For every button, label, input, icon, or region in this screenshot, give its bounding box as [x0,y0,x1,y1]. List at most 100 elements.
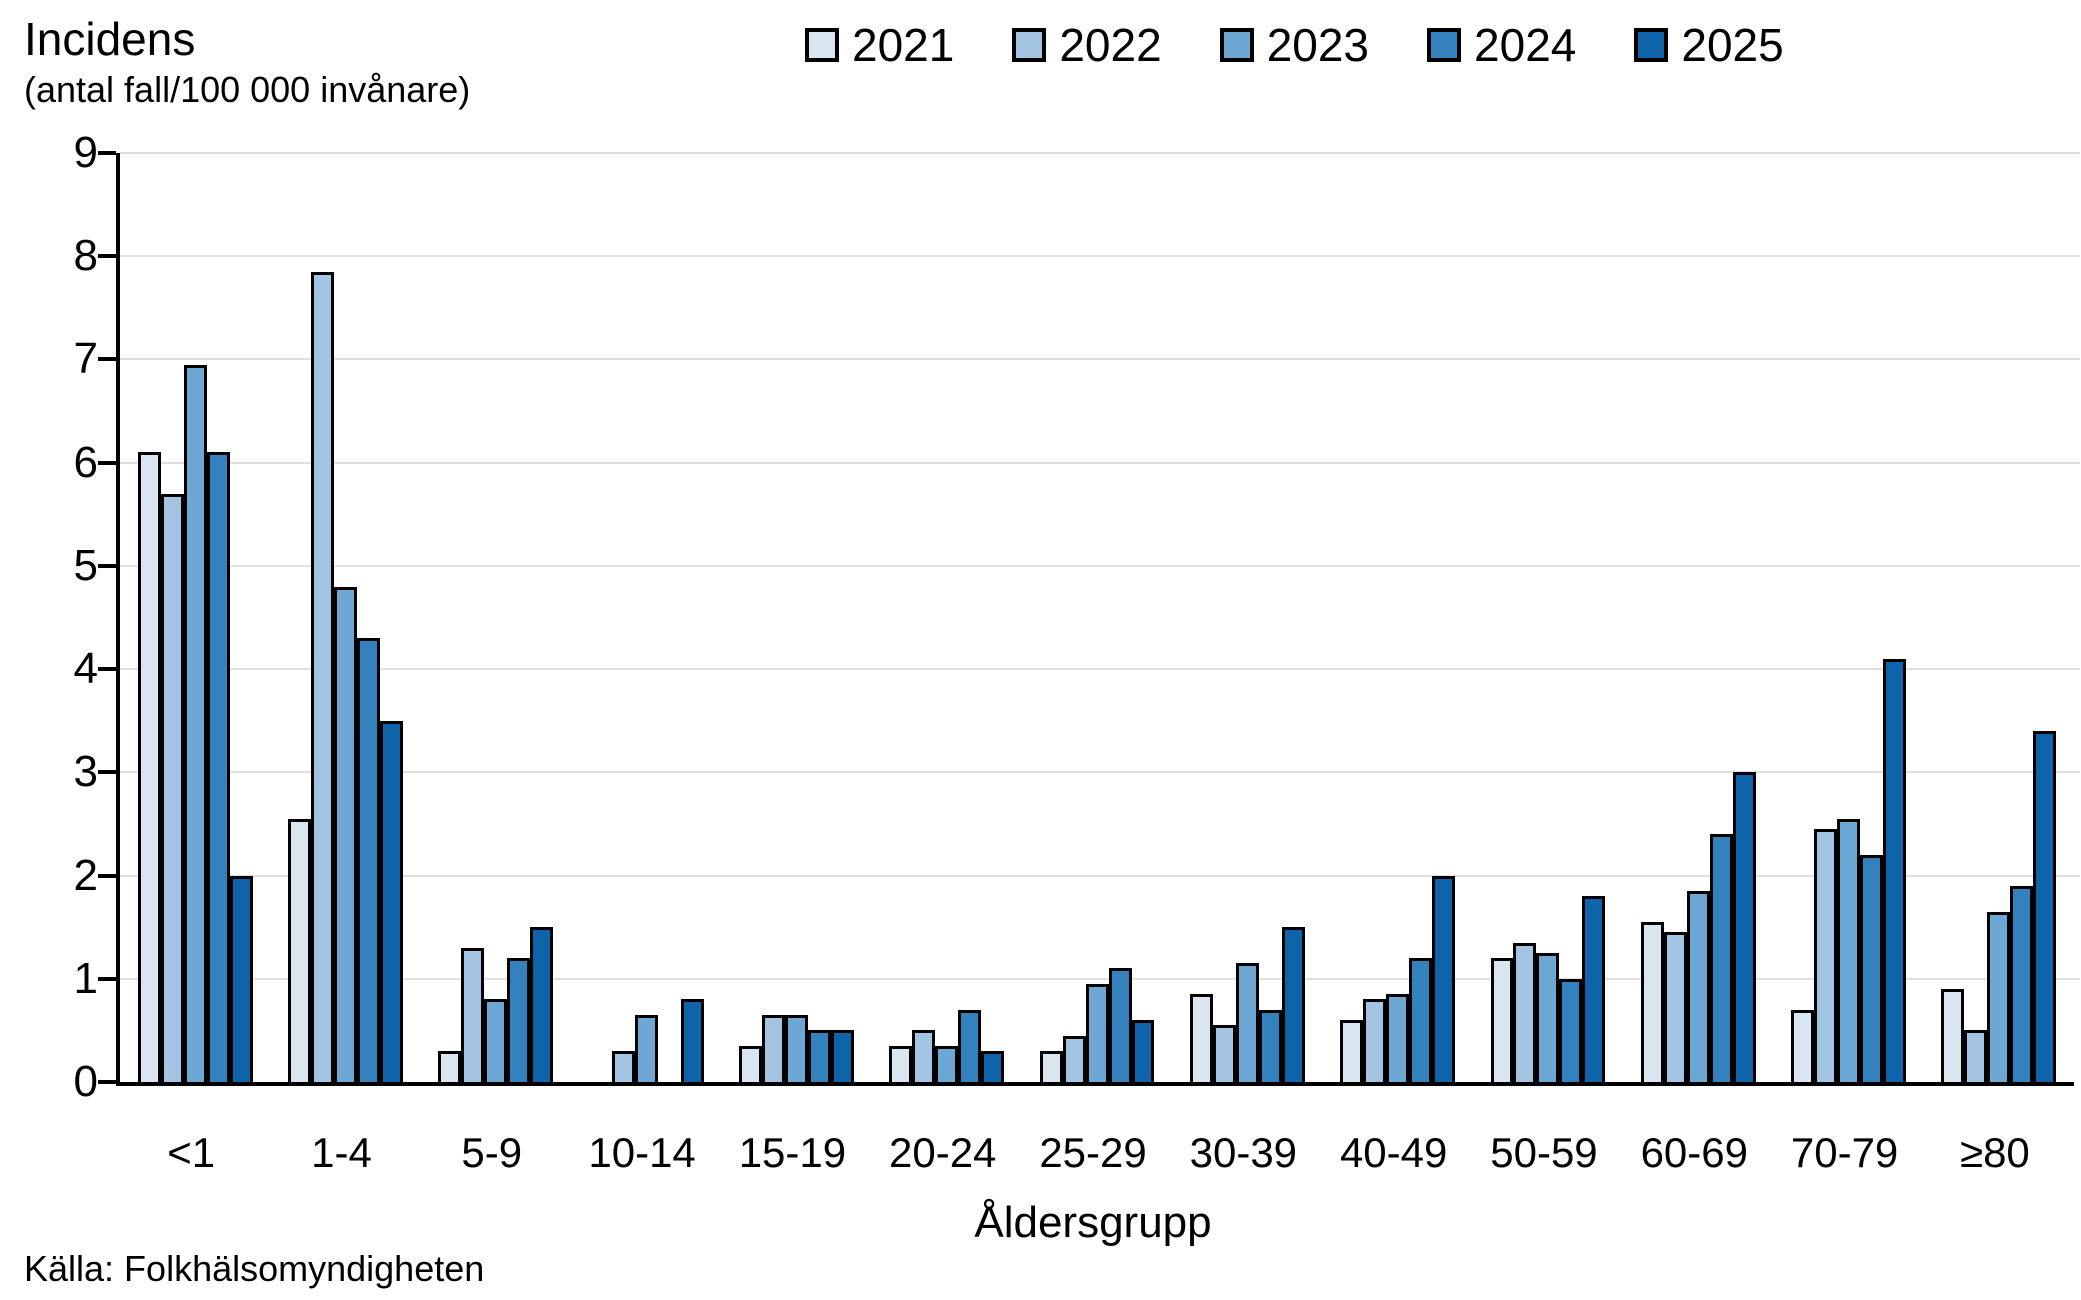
legend-item-2022: 2022 [1012,19,1162,71]
bar-30-39-2025 [1281,927,1305,1082]
bar-≥80-2022 [1964,1030,1988,1082]
bar-≥80-2021 [1941,989,1965,1082]
x-axis-label-40-49: 40-49 [1339,1129,1448,1176]
y-axis-tick-4 [98,667,116,672]
x-axis-tick-labels: <1 1-4 5-9 10-14 15-19 20-24 25-29 30-39 40-49 50… [116,1128,2070,1178]
bar-≥80-2023 [1987,911,2011,1082]
bar-≥80-2024 [2010,885,2034,1082]
legend-item-2025: 2025 [1634,19,1784,71]
bar-40-49-2025 [1432,875,1456,1082]
bar-10-14-2022 [611,1051,635,1082]
bar-5-9-2025 [530,927,554,1082]
x-axis-label-5-9: 5-9 [461,1129,523,1176]
gridline-y4 [120,668,2080,671]
y-axis-tick-1 [98,976,116,981]
y-axis-label-1: 1 [73,953,98,1003]
bar-<1-2024 [206,452,230,1082]
x-axis-label-1-4: 1-4 [311,1129,372,1176]
bar-group-40-49 [1323,153,1473,1082]
bar-5-9-2023 [484,999,508,1082]
legend-item-2024: 2024 [1427,22,1576,68]
gridline-y8 [120,255,2080,258]
y-axis-label-8: 8 [73,231,98,281]
bar-group-15-19 [721,153,871,1082]
bar-30-39-2023 [1235,963,1259,1082]
y-axis-label-0: 0 [73,1057,98,1106]
bar-20-24-2024 [958,1009,982,1082]
gridline-y3 [120,771,2080,774]
x-axis-label-10-14: 10-14 [588,1129,696,1176]
bar-group-30-39 [1172,153,1322,1082]
bar-group-25-29 [1022,153,1172,1082]
bar-group-5-9 [421,153,571,1082]
y-axis-tick-8 [98,254,116,259]
legend-label-2022: 2022 [1059,19,1162,71]
x-axis-title: Åldersgrupp [974,1198,1212,1247]
y-axis-tick-3 [98,770,116,775]
chart-subtitle: (antal fall/100 000 invånare) [24,69,471,110]
bar-5-9-2022 [461,947,485,1082]
gridline-y1 [120,977,2080,980]
bar-25-29-2023 [1085,983,1109,1082]
bar-40-49-2024 [1409,958,1433,1082]
plot-area [98,151,2080,1086]
bar-40-49-2022 [1363,999,1387,1082]
gridline-y6 [120,461,2080,464]
x-axis-label-70-79: 70-79 [1790,1129,1899,1176]
bar-30-39-2024 [1258,1009,1282,1082]
bar-60-69-2024 [1709,834,1733,1082]
bar-60-69-2021 [1640,922,1664,1082]
legend-label-2024: 2024 [1474,19,1577,71]
y-axis-label-5: 5 [73,540,98,590]
bar-20-24-2025 [981,1051,1005,1082]
legend-label-2025: 2025 [1681,19,1784,71]
bar-1-4-2023 [333,586,357,1082]
bar-<1-2021 [137,452,161,1082]
bar-25-29-2022 [1062,1035,1086,1082]
gridline-y5 [120,564,2080,567]
bar-25-29-2024 [1108,968,1132,1082]
legend-swatch-2021 [805,28,839,62]
bar-70-79-2022 [1814,829,1838,1082]
y-axis-label-6: 6 [73,437,98,487]
bar-<1-2022 [160,493,184,1082]
legend-swatch-2022 [1012,28,1047,62]
legend-item-2023: 2023 [1219,22,1369,68]
y-axis-tick-9 [98,151,116,155]
y-axis-label-9: 9 [73,128,98,177]
bar-group-60-69 [1623,153,1773,1082]
bar-group-20-24 [872,153,1022,1082]
bar-15-19-2021 [738,1045,762,1082]
bar-10-14-2023 [634,1014,658,1082]
bar-25-29-2025 [1131,1020,1155,1082]
legend: 2021 2022 2023 2024 2025 [805,22,1784,68]
bar-60-69-2025 [1732,772,1756,1082]
bar-50-59-2025 [1582,896,1606,1082]
y-axis-tick-5 [98,563,116,568]
bar-50-59-2023 [1536,952,1560,1082]
bar-70-79-2021 [1791,1009,1815,1082]
bar-groups [120,153,2074,1082]
y-axis-tick-6 [98,460,116,465]
bar-group-10-14 [571,153,721,1082]
y-axis-label-2: 2 [73,850,98,900]
bar-60-69-2023 [1686,891,1710,1082]
bar-<1-2023 [183,364,207,1082]
bar-15-19-2023 [784,1014,808,1082]
bar-30-39-2021 [1189,994,1213,1082]
chart-title: Incidens [24,13,196,65]
bar-40-49-2021 [1340,1020,1364,1082]
y-axis-label-4: 4 [73,644,98,694]
bar-60-69-2022 [1663,932,1687,1082]
bar-≥80-2025 [2033,731,2057,1082]
x-axis-label-30-39: 30-39 [1189,1129,1298,1176]
x-axis-label-60-69: 60-69 [1640,1129,1748,1176]
bar-50-59-2021 [1490,958,1514,1082]
gridline-y9 [120,152,2080,154]
bar-5-9-2024 [507,958,531,1082]
x-axis-label-15-19: 15-19 [738,1129,847,1176]
x-axis-label-<1: <1 [167,1129,216,1176]
bar-group-<1 [120,153,270,1082]
bar-1-4-2024 [356,638,380,1082]
